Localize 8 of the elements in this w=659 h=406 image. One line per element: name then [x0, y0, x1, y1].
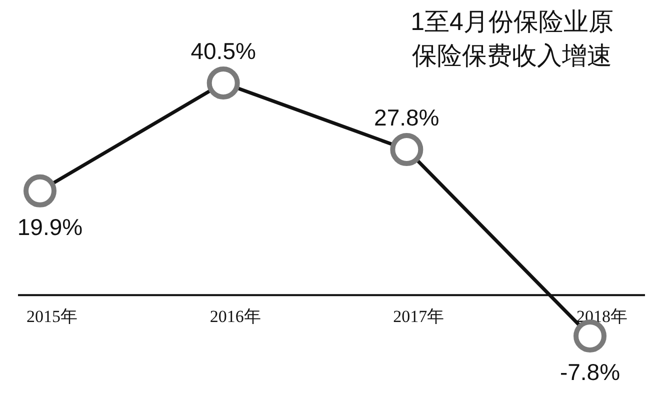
data-label: 27.8%: [374, 104, 440, 131]
data-label: -7.8%: [560, 359, 620, 385]
x-tick-label: 2015年: [26, 307, 78, 326]
data-label: 19.9%: [17, 214, 83, 240]
x-tick-label: 2016年: [210, 307, 261, 326]
chart-title: 1至4月份保险业原保险保费收入增速: [410, 8, 614, 70]
x-tick-label: 2017年: [393, 307, 444, 326]
data-label: 40.5%: [190, 38, 256, 64]
